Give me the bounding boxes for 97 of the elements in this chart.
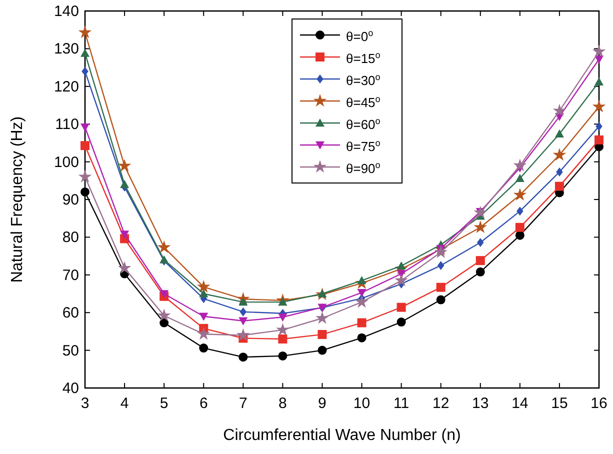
point <box>118 158 132 172</box>
point <box>276 322 290 336</box>
y-tick-label: 100 <box>54 154 79 171</box>
point <box>436 295 446 304</box>
point <box>160 290 169 298</box>
point <box>474 220 488 234</box>
point <box>316 311 329 324</box>
point <box>594 135 604 144</box>
legend-label: θ=90$^{o}$ <box>346 160 380 176</box>
point <box>357 318 366 328</box>
point <box>554 182 564 191</box>
y-tick-label: 50 <box>62 342 79 360</box>
point <box>238 352 248 362</box>
point <box>80 141 90 150</box>
legend-label: θ=45$^{o}$ <box>346 94 380 110</box>
point <box>552 104 566 117</box>
x-tick-label: 15 <box>551 395 568 412</box>
point <box>513 188 527 201</box>
point <box>80 187 90 196</box>
point <box>118 261 132 274</box>
point <box>437 260 444 270</box>
x-tick-label: 3 <box>80 395 90 412</box>
point <box>199 312 208 321</box>
x-tick-label: 12 <box>432 395 450 412</box>
point <box>556 167 563 176</box>
point <box>196 327 210 340</box>
legend-label: θ=0$^{o}$ <box>346 28 374 44</box>
y-tick-label: 60 <box>62 304 79 322</box>
point <box>78 25 92 38</box>
y-tick-label: 70 <box>62 266 79 284</box>
x-tick-label: 8 <box>278 395 287 412</box>
point <box>357 333 366 342</box>
point <box>592 100 606 112</box>
point <box>157 240 171 254</box>
point <box>592 44 606 58</box>
point <box>278 334 288 344</box>
point <box>240 307 247 316</box>
point <box>515 222 524 232</box>
legend-label: θ=15$^{o}$ <box>346 50 380 66</box>
x-tick-label: 11 <box>394 395 410 412</box>
y-tick-label: 140 <box>54 3 79 20</box>
point <box>396 302 406 312</box>
point <box>594 77 604 86</box>
point <box>80 48 90 57</box>
y-tick-label: 120 <box>54 78 79 96</box>
x-tick-label: 7 <box>238 395 248 412</box>
point <box>434 245 448 258</box>
legend-label: θ=30$^{o}$ <box>346 72 380 88</box>
y-tick-label: 90 <box>62 192 79 208</box>
point <box>554 129 564 138</box>
y-tick-label: 110 <box>55 116 79 134</box>
point <box>516 206 524 216</box>
point <box>476 256 485 266</box>
legend-label: θ=60$^{o}$ <box>346 116 380 132</box>
x-tick-label: 9 <box>318 395 326 412</box>
y-tick-label: 130 <box>54 40 79 58</box>
point <box>476 267 485 276</box>
point <box>278 351 288 360</box>
x-axis-title: Circumferential Wave Number (n) <box>223 427 461 444</box>
x-tick-label: 5 <box>160 395 168 412</box>
x-tick-label: 4 <box>120 395 129 412</box>
point <box>78 170 92 183</box>
x-tick-label: 13 <box>472 395 489 412</box>
point <box>396 318 406 327</box>
x-tick-label: 16 <box>590 395 608 412</box>
point <box>157 308 171 322</box>
point <box>120 230 130 239</box>
point <box>596 122 602 131</box>
point <box>515 174 524 182</box>
point <box>552 148 566 161</box>
x-tick-label: 6 <box>199 395 208 412</box>
point <box>477 238 484 247</box>
point <box>199 344 208 353</box>
point <box>318 330 327 339</box>
point <box>394 274 408 286</box>
x-tick-label: 10 <box>353 395 370 412</box>
point <box>120 180 130 188</box>
point <box>236 328 250 341</box>
point <box>82 66 88 76</box>
point <box>355 295 368 308</box>
point <box>357 289 366 298</box>
x-tick-label: 14 <box>512 395 528 412</box>
point <box>515 230 524 240</box>
y-tick-label: 80 <box>62 229 79 246</box>
point <box>318 346 327 355</box>
point <box>199 289 208 298</box>
point <box>436 282 446 292</box>
point <box>396 261 406 270</box>
y-axis-title: Natural Frequency (Hz) <box>9 116 26 283</box>
point <box>278 314 288 322</box>
point <box>80 124 90 132</box>
point <box>474 206 488 218</box>
point <box>196 280 210 293</box>
point <box>513 158 527 172</box>
legend-label: θ=75$^{o}$ <box>346 138 380 154</box>
point <box>238 317 248 326</box>
y-tick-label: 40 <box>62 380 79 397</box>
